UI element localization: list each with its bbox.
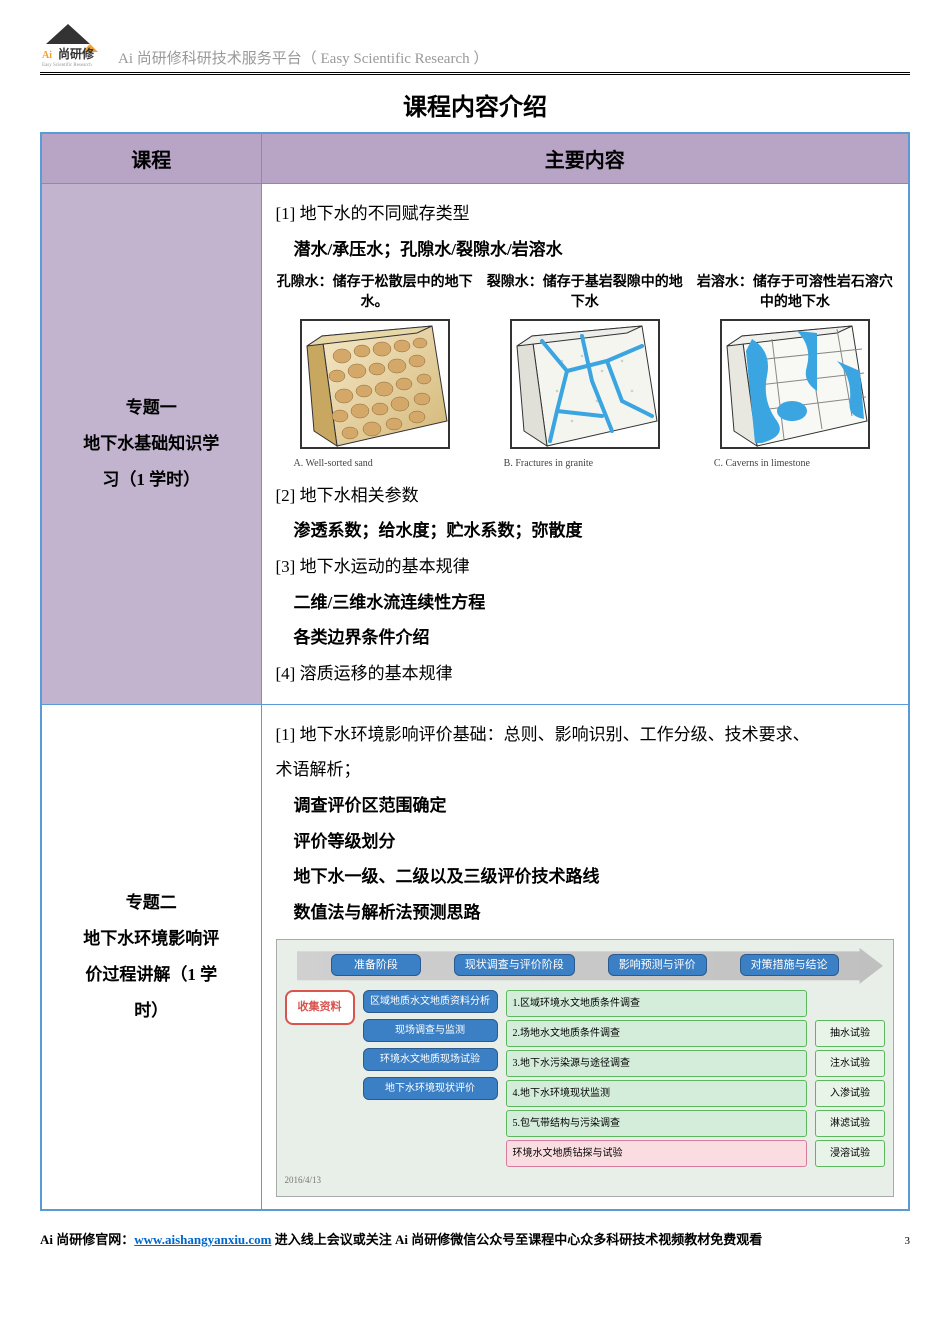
stage3: 影响预测与评价: [608, 954, 707, 976]
footer-prefix: Ai 尚研修官网：: [40, 1232, 134, 1247]
diag2-box: [510, 319, 660, 449]
green3: 3.地下水污染源与途径调查: [506, 1050, 808, 1077]
t2-item1-l1: [1] 地下水环境影响评价基础：总则、影响识别、工作分级、技术要求、: [276, 717, 895, 753]
page-title: 课程内容介绍: [40, 87, 910, 122]
green1: 1.区域环境水文地质条件调查: [506, 990, 808, 1017]
topic1-cell: 专题一 地下水基础知识学 习（1 学时）: [41, 184, 261, 705]
blue1: 区域地质水文地质资料分析: [363, 990, 498, 1013]
stage4: 对策措施与结论: [740, 954, 839, 976]
topic2-line3: 价过程讲解（1 学: [56, 957, 247, 993]
t1-item2: [2] 地下水相关参数: [276, 478, 895, 514]
flow-stages: 准备阶段 现状调查与评价阶段 影响预测与评价 对策措施与结论: [285, 950, 886, 980]
t1-item4: [4] 溶质运移的基本规律: [276, 656, 895, 692]
topic2-line2: 地下水环境影响评: [56, 921, 247, 957]
flow-body: 收集资料 区域地质水文地质资料分析 现场调查与监测 环境水文地质现场试验 地下水…: [285, 990, 886, 1167]
topic2-cell: 专题二 地下水环境影响评 价过程讲解（1 学 时）: [41, 704, 261, 1210]
t1-item3-sub1: 二维/三维水流连续性方程: [276, 585, 895, 621]
diag3-caption: C. Caverns in limestone: [696, 453, 894, 474]
t1-item1-sub: 潜水/承压水；孔隙水/裂隙水/岩溶水: [276, 232, 895, 268]
pink1: 环境水文地质钻探与试验: [506, 1140, 808, 1167]
diag2-label: 裂隙水：储存于基岩裂隙中的地下水: [486, 273, 684, 312]
diag1-box: [300, 319, 450, 449]
green5: 5.包气带结构与污染调查: [506, 1110, 808, 1137]
t2-sub2: 评价等级划分: [276, 824, 895, 860]
collect-box: 收集资料: [285, 990, 355, 1025]
stage2: 现状调查与评价阶段: [454, 954, 575, 976]
diag1-label: 孔隙水：储存于松散层中的地下水。: [276, 273, 474, 312]
green4: 4.地下水环境现状监测: [506, 1080, 808, 1107]
t1-item3-sub2: 各类边界条件介绍: [276, 620, 895, 656]
test2: 注水试验: [815, 1050, 885, 1077]
diag3-box: [720, 319, 870, 449]
topic2-line1: 专题二: [56, 885, 247, 921]
course-table: 课程 主要内容 专题一 地下水基础知识学 习（1 学时） [1] 地下水的不同赋…: [40, 132, 910, 1211]
page-number: 3: [905, 1235, 911, 1247]
svg-text:Ai: Ai: [42, 50, 52, 61]
blue4: 地下水环境现状评价: [363, 1077, 498, 1100]
test1: 抽水试验: [815, 1020, 885, 1047]
t2-sub3: 地下水一级、二级以及三级评价技术路线: [276, 859, 895, 895]
t2-item1-l2: 术语解析；: [276, 752, 895, 788]
topic1-line1: 专题一: [56, 390, 247, 426]
page-footer: Ai 尚研修官网：www.aishangyanxiu.com 进入线上会议或关注…: [40, 1229, 910, 1248]
test4: 淋滤试验: [815, 1110, 885, 1137]
blue2: 现场调查与监测: [363, 1019, 498, 1042]
topic2-content: [1] 地下水环境影响评价基础：总则、影响识别、工作分级、技术要求、 术语解析；…: [261, 704, 909, 1210]
th-course: 课程: [41, 133, 261, 184]
topic1-content: [1] 地下水的不同赋存类型 潜水/承压水；孔隙水/裂隙水/岩溶水 孔隙水：储存…: [261, 184, 909, 705]
test5: 浸溶试验: [815, 1140, 885, 1167]
t1-item1: [1] 地下水的不同赋存类型: [276, 196, 895, 232]
topic1-line2: 地下水基础知识学: [56, 426, 247, 462]
t2-sub4: 数值法与解析法预测思路: [276, 895, 895, 931]
topic2-line4: 时）: [56, 993, 247, 1029]
flowchart: 准备阶段 现状调查与评价阶段 影响预测与评价 对策措施与结论 收集资料 区域地质…: [276, 939, 895, 1197]
th-content: 主要内容: [261, 133, 909, 184]
diag3-label: 岩溶水：储存于可溶性岩石溶穴中的地下水: [696, 273, 894, 312]
logo-icon: Ai 尚研修 Easy Scientific Research: [40, 20, 110, 68]
footer-link[interactable]: www.aishangyanxiu.com: [134, 1232, 271, 1247]
flow-date: 2016/4/13: [285, 1171, 886, 1190]
blue3: 环境水文地质现场试验: [363, 1048, 498, 1071]
t1-item3: [3] 地下水运动的基本规律: [276, 549, 895, 585]
footer-suffix: 进入线上会议或关注 Ai 尚研修微信公众号至课程中心众多科研技术视频教材免费观看: [272, 1232, 763, 1247]
t2-sub1: 调查评价区范围确定: [276, 788, 895, 824]
t1-item2-sub: 渗透系数；给水度；贮水系数；弥散度: [276, 513, 895, 549]
svg-text:尚研修: 尚研修: [58, 46, 95, 61]
topic1-line3: 习（1 学时）: [56, 462, 247, 498]
header-org-text: Ai 尚研修科研技术服务平台（ Easy Scientific Research…: [118, 47, 488, 68]
stage1: 准备阶段: [331, 954, 421, 976]
page-header: Ai 尚研修 Easy Scientific Research Ai 尚研修科研…: [40, 20, 910, 75]
test3: 入渗试验: [815, 1080, 885, 1107]
diag1-caption: A. Well-sorted sand: [276, 453, 474, 474]
diag2-caption: B. Fractures in granite: [486, 453, 684, 474]
diagrams-row: 孔隙水：储存于松散层中的地下水。: [276, 273, 895, 473]
green2: 2.场地水文地质条件调查: [506, 1020, 808, 1047]
svg-text:Easy Scientific Research: Easy Scientific Research: [42, 63, 92, 68]
